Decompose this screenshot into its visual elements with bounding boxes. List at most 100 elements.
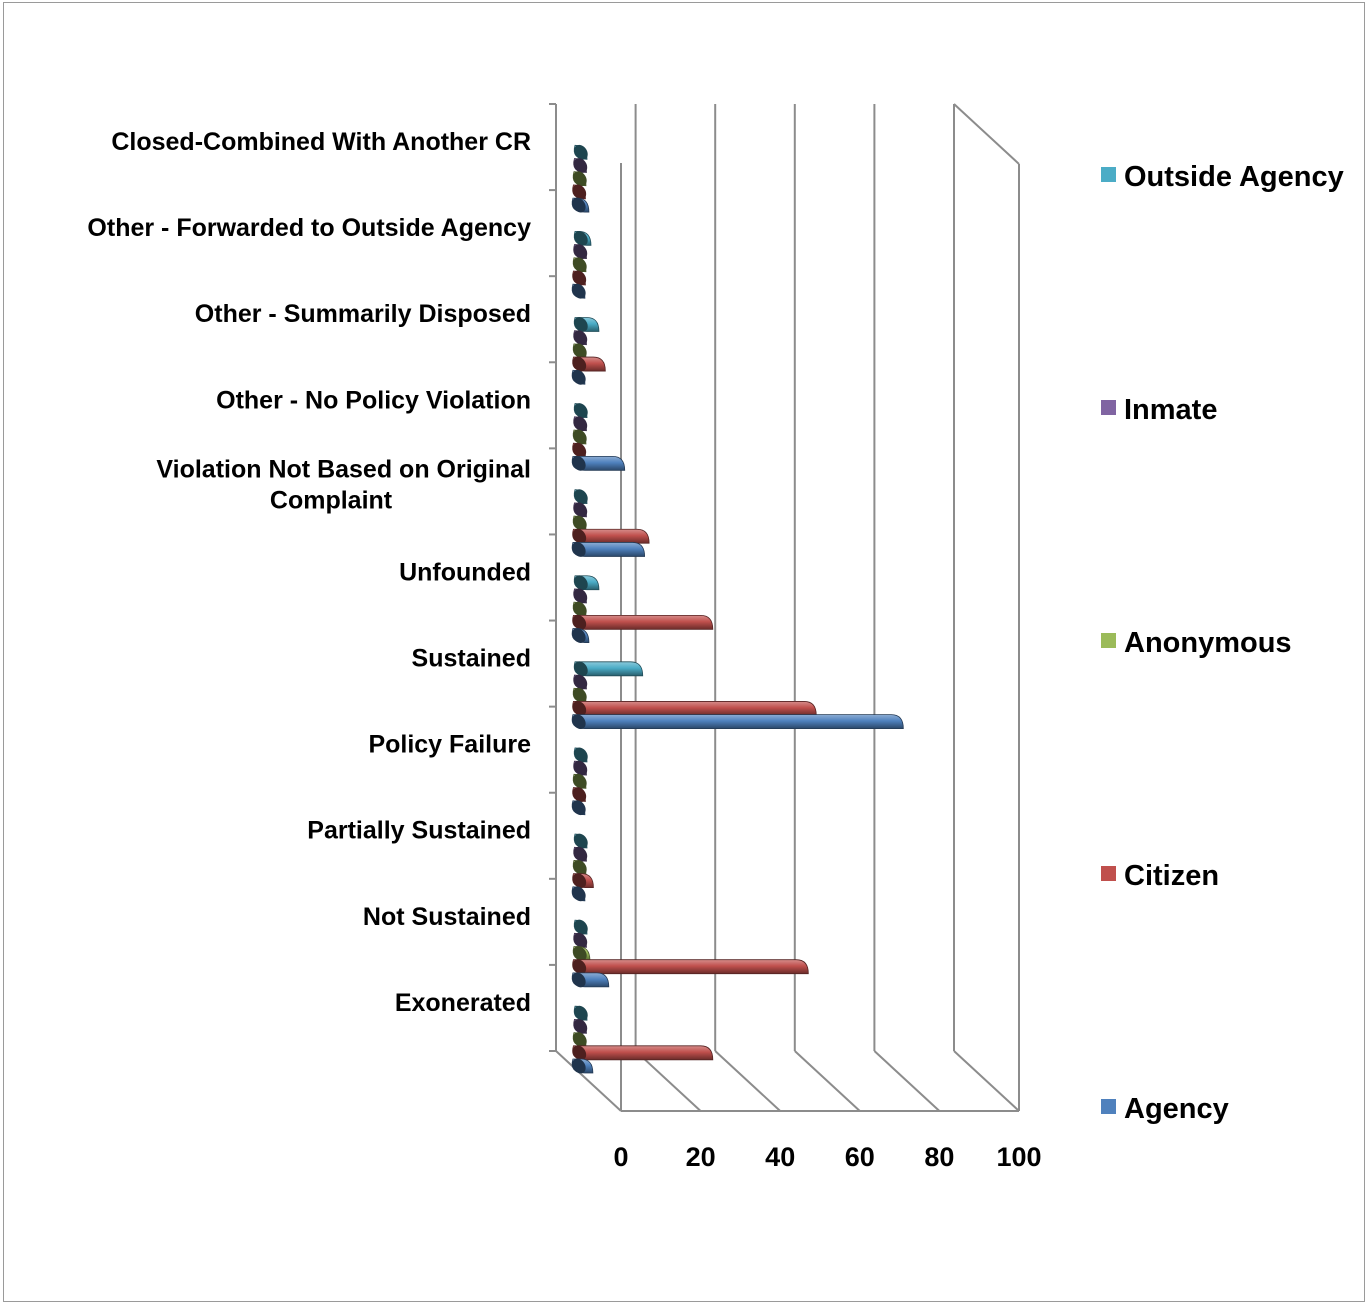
category-label-partially-sustained: Partially Sustained [307, 817, 531, 845]
bar-cap [573, 846, 588, 862]
bar-cap [573, 171, 587, 187]
category-label-other-no-policy-violation: Other - No Policy Violation [216, 386, 531, 414]
bar-body [572, 614, 714, 630]
bar-cap [572, 542, 586, 557]
bar-cap [574, 403, 588, 418]
bar-anonymous-violation-not-based-on-original-complaint [572, 515, 587, 531]
bar-cap [573, 946, 587, 961]
legend: Outside Agency Inmate Anonymous Citizen Agen… [1101, 161, 1344, 1125]
bar-inmate-sustained [573, 674, 588, 690]
bar-inmate-policy-failure [573, 760, 588, 776]
gridline-floor [634, 1050, 702, 1112]
bar-citizen-closed-combined-with-another-cr [572, 184, 587, 200]
bar-cap [574, 317, 588, 332]
legend-swatch [1101, 400, 1116, 415]
legend-item-citizen: Citizen [1101, 860, 1219, 892]
bar-agency-not-sustained [571, 972, 610, 988]
bar-cap [572, 1045, 587, 1061]
bar-cap [572, 270, 587, 286]
bar-cap [574, 144, 588, 160]
x-tick-label-40: 40 [765, 1142, 795, 1172]
chart-frame: Exonerated Not Sustained Partially Sustain… [3, 2, 1365, 1302]
category-label-other-forwarded-to-outside-agency: Other - Forwarded to Outside Agency [87, 214, 531, 242]
bar-anonymous-closed-combined-with-another-cr [572, 171, 587, 187]
legend-label: Outside Agency [1124, 161, 1344, 193]
bar-body [572, 701, 817, 716]
bar-outside-agency-not-sustained [573, 919, 588, 935]
floor-edge [555, 1050, 622, 1112]
bar-citizen-partially-sustained [572, 873, 594, 889]
bar-cap [573, 429, 587, 445]
bar-outside-agency-other-forwarded-to-outside-agency [573, 230, 592, 246]
bar-inmate-closed-combined-with-another-cr [573, 158, 588, 173]
gridline-floor [794, 1050, 861, 1112]
gridline-floor [953, 1050, 1020, 1112]
bar-cap [573, 860, 587, 875]
bar-inmate-partially-sustained [573, 846, 588, 862]
bar-outside-agency-sustained [573, 661, 644, 677]
x-tick-label-60: 60 [845, 1142, 875, 1172]
legend-label: Agency [1124, 1093, 1229, 1125]
bar-cap [574, 230, 588, 246]
bar-cap [573, 773, 587, 789]
bar-inmate-violation-not-based-on-original-complaint [573, 502, 588, 518]
bar-agency-exonerated [571, 1058, 594, 1074]
x-tick-label-20: 20 [686, 1142, 716, 1172]
bar-inmate-other-forwarded-to-outside-agency [573, 244, 588, 259]
bar-citizen-sustained [572, 701, 817, 716]
bar-cap [573, 687, 587, 703]
side-wall-top [953, 103, 1020, 165]
bar-cap [572, 442, 587, 458]
bar-cap [574, 661, 588, 677]
bar-citizen-other-forwarded-to-outside-agency [572, 270, 587, 286]
bar-cap [573, 932, 588, 948]
bar-anonymous-policy-failure [572, 773, 587, 789]
bar-cap [574, 489, 588, 505]
legend-item-agency: Agency [1101, 1093, 1229, 1125]
bar-cap [573, 158, 588, 173]
bar-inmate-exonerated [573, 1018, 588, 1034]
bar-agency-other-no-policy-violation [571, 455, 626, 471]
bar-citizen-policy-failure [572, 787, 587, 802]
category-label-not-sustained: Not Sustained [363, 903, 531, 931]
bar-agency-violation-not-based-on-original-complaint [571, 542, 646, 557]
bar-cap [574, 833, 588, 849]
legend-swatch [1101, 1099, 1116, 1114]
bar-agency-other-summarily-disposed [571, 369, 586, 385]
bar-cap [574, 747, 588, 763]
legend-item-inmate: Inmate [1101, 394, 1217, 426]
bar-cap [573, 330, 588, 346]
bar-cap [572, 800, 586, 816]
x-tick-label-100: 100 [996, 1142, 1041, 1172]
chart-bars [571, 144, 904, 1074]
bar-anonymous-other-forwarded-to-outside-agency [572, 257, 587, 273]
bar-outside-agency-other-summarily-disposed [573, 317, 600, 332]
bar-cap [572, 959, 587, 975]
bar-cap [573, 257, 587, 273]
bar-cap [573, 343, 587, 359]
legend-swatch [1101, 167, 1116, 182]
legend-swatch [1101, 633, 1116, 648]
bar-agency-partially-sustained [571, 886, 586, 902]
bar-inmate-not-sustained [573, 932, 588, 948]
category-label-closed-combined-with-another-cr: Closed-Combined With Another CR [111, 128, 531, 156]
bar-citizen-not-sustained [572, 959, 809, 975]
legend-swatch [1101, 866, 1116, 881]
value-axis-ticks: 0 20 40 60 80 100 [613, 1142, 1041, 1172]
bar-cap [572, 356, 587, 372]
bar-outside-agency-exonerated [573, 1005, 588, 1021]
bar-outside-agency-partially-sustained [573, 833, 588, 849]
bar-agency-other-forwarded-to-outside-agency [571, 283, 586, 299]
bar-inmate-other-no-policy-violation [573, 416, 588, 432]
legend-label: Citizen [1124, 860, 1219, 892]
category-label-policy-failure: Policy Failure [368, 731, 531, 759]
category-labels: Exonerated Not Sustained Partially Sustain… [87, 128, 531, 1017]
bar-agency-closed-combined-with-another-cr [571, 197, 590, 213]
bar-outside-agency-unfounded [573, 575, 600, 591]
bar-citizen-other-summarily-disposed [572, 356, 606, 372]
bar-citizen-violation-not-based-on-original-complaint [572, 528, 650, 544]
bar-citizen-exonerated [572, 1045, 714, 1061]
bar-agency-unfounded [571, 628, 590, 643]
bar-cap [572, 1058, 586, 1074]
bar-outside-agency-violation-not-based-on-original-complaint [573, 489, 588, 505]
